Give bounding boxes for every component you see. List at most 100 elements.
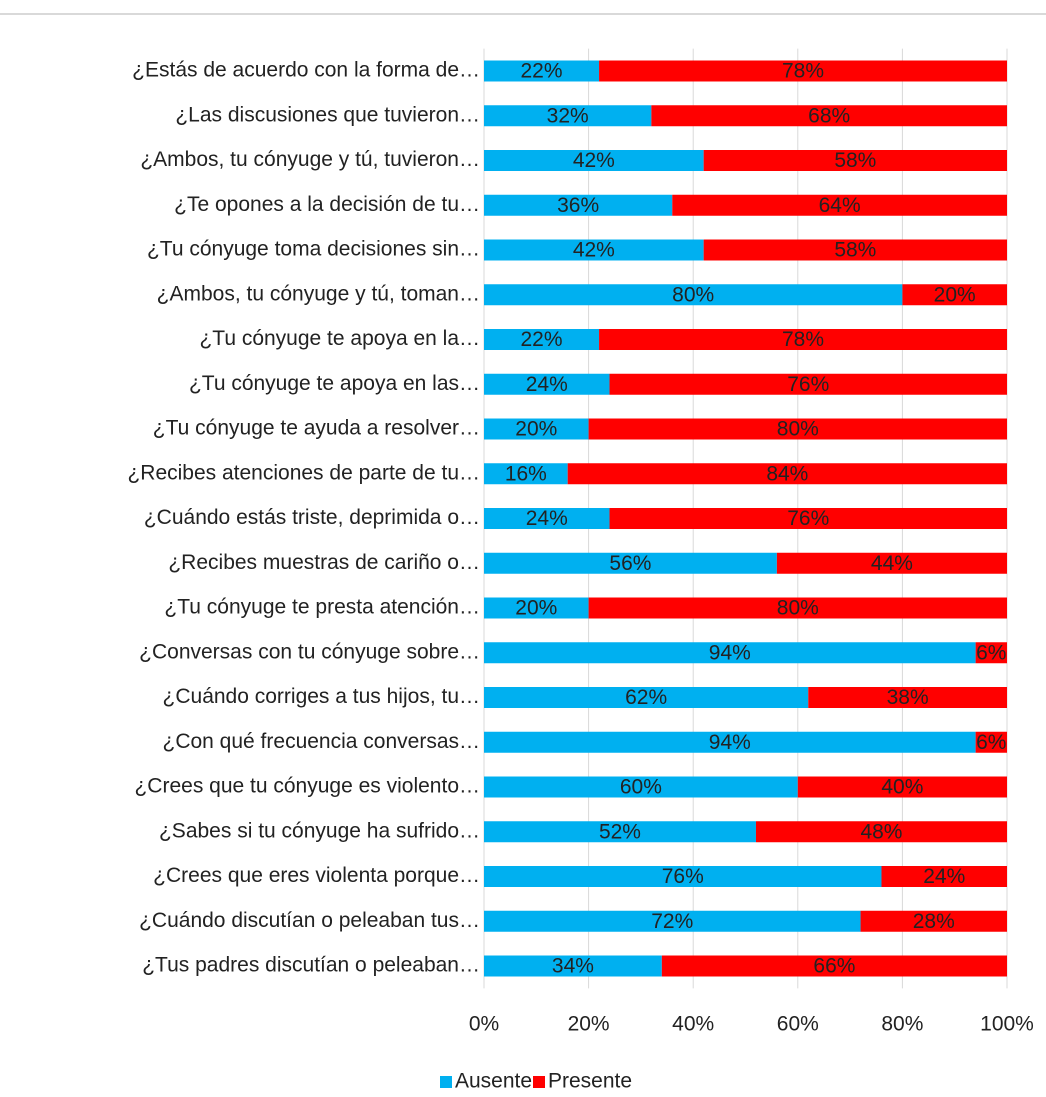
data-label: 20%	[934, 283, 976, 306]
bar-segment	[484, 552, 777, 574]
data-label: 80%	[777, 597, 819, 620]
data-label: 60%	[620, 776, 662, 799]
data-label: 48%	[860, 820, 902, 843]
bar-segment	[860, 910, 1007, 932]
bar-segment	[588, 597, 1007, 619]
bar-segment	[975, 642, 1007, 664]
bar-segment	[484, 329, 600, 350]
legend-label: Ausente	[455, 1070, 532, 1092]
data-label: 42%	[573, 149, 615, 172]
bar-segment	[484, 910, 861, 932]
bar-segment	[484, 150, 704, 171]
category-label: ¿Tu cónyuge te presta atención…	[164, 596, 480, 619]
bar-segment	[567, 463, 1007, 485]
category-label: ¿Cuándo corriges a tus hijos, tu…	[163, 685, 480, 708]
data-label: 62%	[625, 686, 667, 709]
data-label: 68%	[808, 104, 850, 127]
bar-segment	[484, 821, 756, 843]
x-tick-label: 0%	[469, 1013, 499, 1036]
data-label: 24%	[923, 865, 965, 888]
bar-segment	[484, 284, 903, 306]
bar-segment	[609, 373, 1007, 395]
data-label: 42%	[573, 239, 615, 262]
data-label: 76%	[787, 373, 829, 396]
x-tick-label: 80%	[881, 1013, 923, 1036]
data-label: 6%	[976, 731, 1006, 754]
category-label: ¿Ambos, tu cónyuge y tú, tuvieron…	[140, 148, 480, 171]
bar-segment	[484, 687, 809, 708]
category-label: ¿Cuándo discutían o peleaban tus…	[139, 909, 480, 932]
data-label: 28%	[913, 910, 955, 933]
data-label: 24%	[526, 507, 568, 530]
bar-segment	[672, 194, 1007, 216]
data-label: 6%	[976, 641, 1006, 664]
category-label: ¿Tu cónyuge toma decisiones sin…	[147, 238, 480, 261]
data-label: 22%	[521, 60, 563, 83]
data-label: 58%	[834, 239, 876, 262]
data-label: 34%	[552, 955, 594, 978]
category-label: ¿Tu cónyuge te apoya en la…	[199, 327, 480, 350]
data-label: 80%	[672, 283, 714, 306]
bar-segment	[484, 776, 798, 798]
category-label: ¿Sabes si tu cónyuge ha sufrido…	[159, 819, 480, 842]
data-label: 40%	[881, 776, 923, 799]
category-label: ¿Recibes muestras de cariño o…	[168, 551, 480, 574]
category-label: ¿Ambos, tu cónyuge y tú, toman…	[157, 282, 480, 305]
data-label: 16%	[505, 462, 547, 485]
legend-swatch	[440, 1076, 452, 1088]
x-tick-label: 60%	[777, 1013, 819, 1036]
bar-segment	[599, 60, 1007, 82]
category-label: ¿Tu cónyuge te ayuda a resolver…	[153, 417, 480, 440]
bar-segment	[484, 866, 882, 887]
bar-segment	[484, 597, 589, 619]
bar-segment	[484, 105, 652, 127]
data-label: 66%	[813, 955, 855, 978]
data-label: 58%	[834, 149, 876, 172]
bar-segment	[484, 239, 704, 261]
bar-segment	[484, 463, 568, 485]
data-label: 56%	[609, 552, 651, 575]
data-label: 22%	[521, 328, 563, 351]
data-label: 72%	[651, 910, 693, 933]
data-label: 20%	[515, 597, 557, 620]
data-label: 76%	[787, 507, 829, 530]
bar-segment	[776, 552, 1007, 574]
category-label: ¿Crees que tu cónyuge es violento…	[134, 775, 480, 798]
bar-segment	[651, 105, 1007, 127]
category-label: ¿Estás de acuerdo con la forma de…	[132, 59, 480, 82]
data-label: 24%	[526, 373, 568, 396]
data-label: 76%	[662, 865, 704, 888]
bar-segment	[703, 239, 1007, 261]
bar-segment	[484, 731, 976, 753]
bar-segment	[975, 731, 1007, 753]
data-label: 94%	[709, 641, 751, 664]
bar-segment	[484, 60, 600, 82]
data-label: 20%	[515, 418, 557, 441]
bar-segment	[484, 194, 673, 216]
x-tick-label: 100%	[980, 1013, 1034, 1036]
bar-segment	[755, 821, 1007, 843]
data-label: 78%	[782, 60, 824, 83]
bar-segment	[703, 150, 1007, 171]
legend-swatch	[533, 1076, 545, 1088]
x-tick-label: 20%	[568, 1013, 610, 1036]
category-label: ¿Cuándo estás triste, deprimida o…	[144, 506, 480, 529]
data-label: 32%	[547, 104, 589, 127]
category-label: ¿Te opones a la decisión de tu…	[174, 193, 480, 216]
x-tick-label: 40%	[672, 1013, 714, 1036]
category-label: ¿Recibes atenciones de parte de tu…	[127, 461, 480, 484]
category-label: ¿Con qué frecuencia conversas…	[163, 730, 481, 753]
bar-segment	[484, 508, 610, 529]
bar-segment	[661, 955, 1007, 977]
category-label: ¿Tu cónyuge te apoya en las…	[189, 372, 480, 395]
bar-segment	[881, 866, 1007, 887]
bar-segment	[902, 284, 1007, 306]
data-label: 94%	[709, 731, 751, 754]
data-label: 78%	[782, 328, 824, 351]
data-label: 52%	[599, 820, 641, 843]
bar-segment	[588, 418, 1007, 440]
data-label: 64%	[819, 194, 861, 217]
bar-segment	[484, 642, 976, 664]
data-label: 38%	[887, 686, 929, 709]
